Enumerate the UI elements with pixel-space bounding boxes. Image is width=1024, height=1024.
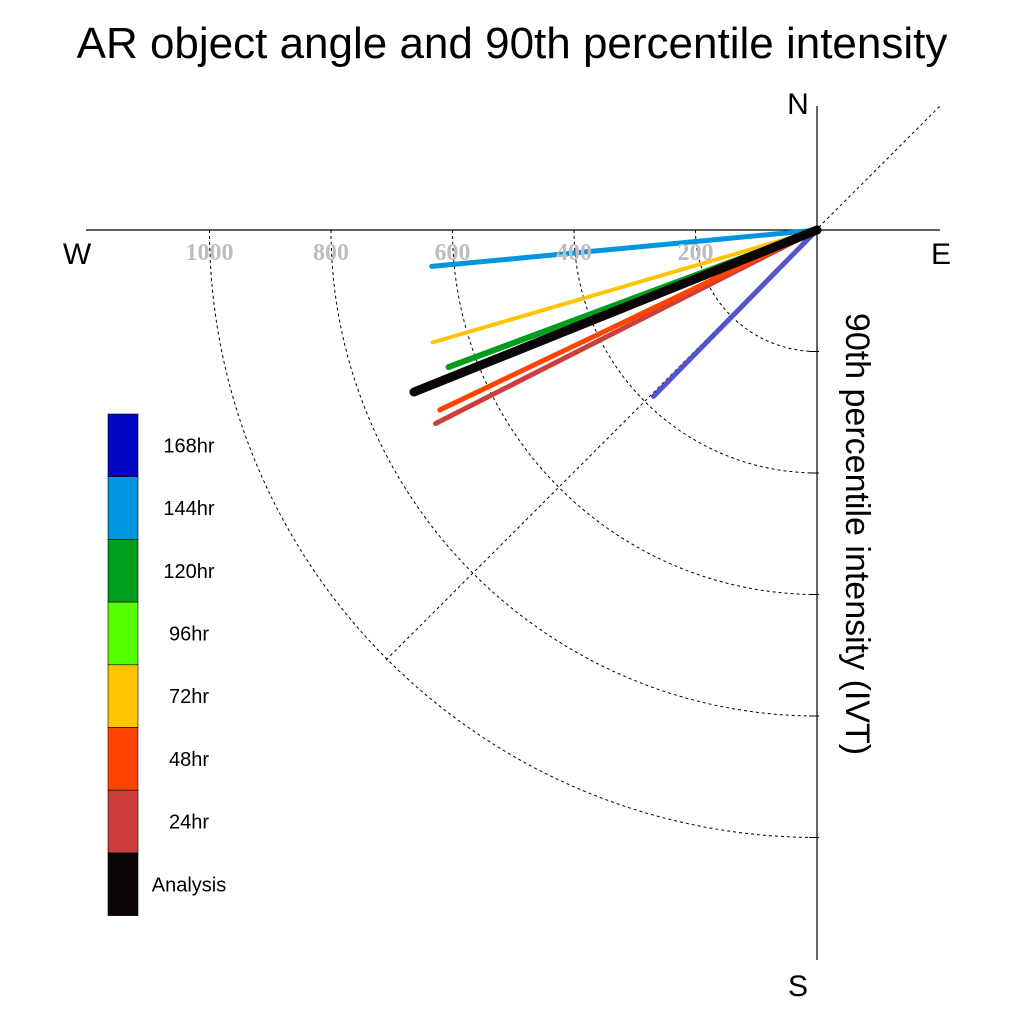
grid-arc-200 (695, 229, 818, 352)
legend-label-48hr: 48hr (169, 749, 209, 771)
tick-label-200: 200 (678, 240, 714, 266)
legend-swatch-96hr (107, 601, 139, 666)
legend-label-24hr: 24hr (169, 812, 209, 834)
series-line-168hr (650, 227, 820, 399)
series-line-72hr (430, 228, 819, 345)
grid-arc-600 (452, 229, 818, 595)
legend-swatch-48hr (107, 727, 139, 791)
legend-label-168hr: 168hr (163, 435, 214, 457)
legend-swatch-120hr (107, 539, 139, 603)
legend-label-analysis: Analysis (152, 874, 226, 896)
compass-south: S (788, 970, 808, 1003)
legend: 168hr 144hr 120hr 96hr 72hr 48hr 24hr Analysis (107, 413, 226, 916)
legend-label-72hr: 72hr (169, 686, 209, 708)
series-line-144hr (429, 227, 820, 269)
series-line-analysis (409, 225, 822, 397)
tick-label-800: 800 (313, 240, 349, 266)
series-layer (409, 225, 822, 426)
tick-label-400: 400 (556, 240, 592, 266)
grid-arc-400 (573, 229, 818, 474)
diagonal-guide (385, 105, 941, 661)
origin-marker (812, 225, 822, 235)
tick-label-600: 600 (435, 240, 471, 266)
legend-label-120hr: 120hr (163, 561, 214, 583)
tick-label-1000: 1000 (186, 240, 234, 266)
radial-axis-label: 90th percentile intensity (IVT) (838, 313, 876, 755)
grid-arc-1000 (209, 229, 818, 838)
compass-west: W (63, 238, 92, 271)
legend-swatch-168hr (107, 413, 139, 478)
compass-east: E (931, 238, 951, 271)
chart-title: AR object angle and 90th percentile inte… (77, 19, 948, 68)
legend-swatch-72hr (107, 664, 139, 728)
legend-swatch-analysis (107, 852, 139, 916)
legend-label-96hr: 96hr (169, 623, 209, 645)
compass-north: N (787, 88, 809, 121)
polar-grid (209, 105, 941, 838)
legend-swatch-24hr (107, 789, 139, 854)
legend-label-144hr: 144hr (163, 498, 214, 520)
legend-swatch-144hr (107, 476, 139, 540)
radial-tick-labels: 200 400 600 800 1000 (186, 240, 714, 266)
grid-arc-800 (330, 229, 818, 717)
